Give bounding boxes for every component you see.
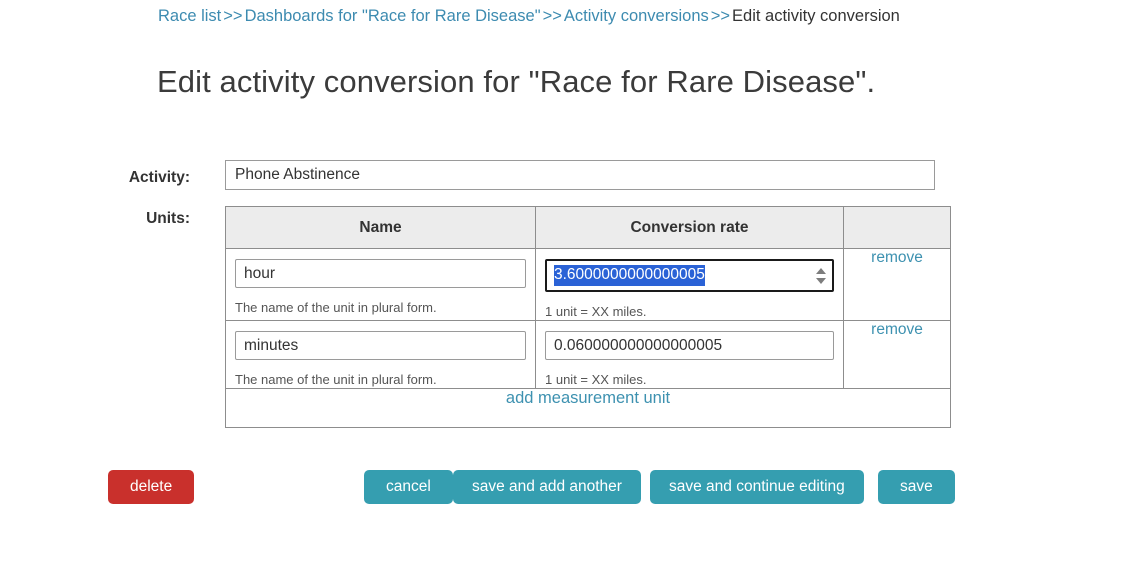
add-unit-cell: add measurement unit xyxy=(225,388,951,428)
unit-name-help-1: The name of the unit in plural form. xyxy=(235,372,437,387)
unit-name-input-wrap xyxy=(226,249,535,297)
conversion-rate-help-0: 1 unit = XX miles. xyxy=(545,304,647,319)
cancel-button[interactable]: cancel xyxy=(364,470,453,504)
column-header-actions xyxy=(843,206,951,249)
edit-activity-conversion-form: Activity: Units: Name Conversion rate Th… xyxy=(0,160,1134,428)
conversion-rate-cell: 3.6000000000000005 1 unit = XX miles. xyxy=(535,248,844,321)
breadcrumb-link-dashboards[interactable]: Dashboards for "Race for Rare Disease" xyxy=(244,7,541,25)
conversion-rate-input-wrap xyxy=(536,321,843,369)
activity-label: Activity: xyxy=(128,169,190,186)
remove-unit-link-0[interactable]: remove xyxy=(871,249,923,266)
form-button-bar: delete cancel save and add another save … xyxy=(0,470,1134,510)
save-button[interactable]: save xyxy=(878,470,955,504)
units-table: Name Conversion rate The name of the uni… xyxy=(225,206,951,428)
breadcrumb-separator: >> xyxy=(223,7,243,25)
units-label: Units: xyxy=(146,210,190,227)
unit-name-input-1[interactable] xyxy=(235,331,526,360)
breadcrumb-link-activity-conversions[interactable]: Activity conversions xyxy=(563,7,709,25)
breadcrumb-link-race-list[interactable]: Race list xyxy=(158,7,222,25)
number-spinner-0[interactable] xyxy=(813,263,828,288)
table-row: The name of the unit in plural form. 3.6… xyxy=(225,248,951,321)
conversion-rate-input-1[interactable] xyxy=(545,331,834,360)
column-header-name: Name xyxy=(225,206,536,249)
add-unit-row: add measurement unit xyxy=(225,388,951,428)
units-table-header-row: Name Conversion rate xyxy=(225,206,951,249)
unit-name-cell: The name of the unit in plural form. xyxy=(225,320,536,389)
page-title: Edit activity conversion for "Race for R… xyxy=(157,64,876,99)
table-row: The name of the unit in plural form. 1 u… xyxy=(225,320,951,389)
conversion-rate-input-wrap: 3.6000000000000005 xyxy=(536,249,843,301)
breadcrumb-separator: >> xyxy=(710,7,731,25)
save-and-add-another-button[interactable]: save and add another xyxy=(453,470,641,504)
unit-name-input-wrap xyxy=(226,321,535,369)
breadcrumb-current-page: Edit activity conversion xyxy=(732,7,900,25)
column-header-conversion-rate: Conversion rate xyxy=(535,206,844,249)
conversion-rate-help-1: 1 unit = XX miles. xyxy=(545,372,647,387)
save-and-continue-editing-button[interactable]: save and continue editing xyxy=(650,470,864,504)
unit-name-help-0: The name of the unit in plural form. xyxy=(235,300,437,315)
activity-input[interactable] xyxy=(225,160,935,190)
conversion-rate-input-0[interactable]: 3.6000000000000005 xyxy=(545,259,834,292)
conversion-rate-cell: 1 unit = XX miles. xyxy=(535,320,844,389)
unit-name-cell: The name of the unit in plural form. xyxy=(225,248,536,321)
unit-name-input-0[interactable] xyxy=(235,259,526,288)
spinner-up-icon[interactable] xyxy=(815,267,826,274)
breadcrumb-separator: >> xyxy=(542,7,562,25)
breadcrumb: Race list >> Dashboards for "Race for Rare… xyxy=(158,6,900,26)
activity-row: Activity: xyxy=(0,160,1134,204)
remove-unit-link-1[interactable]: remove xyxy=(871,321,923,338)
remove-cell: remove xyxy=(843,320,951,389)
spinner-down-icon[interactable] xyxy=(815,277,826,284)
delete-button[interactable]: delete xyxy=(108,470,195,504)
conversion-rate-value-0: 3.6000000000000005 xyxy=(554,265,705,286)
remove-cell: remove xyxy=(843,248,951,321)
add-measurement-unit-link[interactable]: add measurement unit xyxy=(505,389,671,407)
